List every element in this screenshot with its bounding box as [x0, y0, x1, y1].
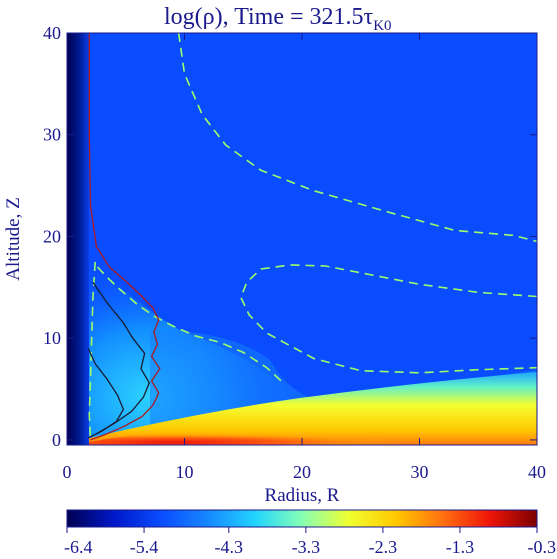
- contour-dashed-disk-edge: [96, 266, 285, 385]
- contour-layer: [87, 33, 537, 441]
- colorbar-tick-label: -6.4: [64, 537, 93, 557]
- colorbar-tick-label: -5.4: [130, 537, 159, 557]
- y-axis: 0 10 20 30 40: [43, 23, 537, 450]
- x-tick-label: 40: [528, 462, 546, 482]
- disk-midplane-region: [75, 431, 400, 445]
- contour-inner-dark-2: [87, 348, 125, 439]
- colorbar: [66, 509, 538, 528]
- contour-dashed-outer-lower: [240, 264, 537, 374]
- y-axis-label: Altitude, Z: [3, 197, 24, 280]
- x-tick-label: 20: [293, 462, 311, 482]
- colorbar-tick-label: -4.3: [215, 537, 244, 557]
- colorbar-tick-label: -0.3: [528, 537, 557, 557]
- y-tick-label: 0: [52, 430, 61, 450]
- y-tick-label: 10: [43, 328, 61, 348]
- colorbar-tick-label: -2.3: [369, 537, 398, 557]
- disk-region: [70, 372, 537, 445]
- x-tick-label: 30: [411, 462, 429, 482]
- chart-title-subscript: K0: [373, 18, 391, 34]
- contour-dashed-inner-left: [88, 261, 96, 440]
- y-tick-label: 40: [43, 23, 61, 43]
- colorbar-ticks: -6.4 -5.4 -4.3 -3.3 -2.3 -1.3 -0.3: [64, 527, 556, 557]
- contour-dashed-outer: [177, 33, 537, 243]
- y-tick-label: 20: [43, 226, 61, 246]
- colorbar-tick-label: -3.3: [292, 537, 321, 557]
- x-tick-label: 0: [63, 462, 72, 482]
- x-tick-label: 10: [176, 462, 194, 482]
- chart-title: log(ρ), Time = 321.5τK0: [164, 4, 392, 34]
- x-axis-label: Radius, R: [265, 485, 340, 506]
- colorbar-tick-label: -1.3: [446, 537, 475, 557]
- inner-boundary-region: [67, 33, 89, 445]
- x-axis: 0 10 20 30 40: [63, 33, 546, 482]
- contour-jet-boundary: [88, 33, 161, 441]
- plot-area: [67, 33, 537, 445]
- y-tick-label: 30: [43, 125, 61, 145]
- contour-inner-dark-1: [92, 281, 151, 435]
